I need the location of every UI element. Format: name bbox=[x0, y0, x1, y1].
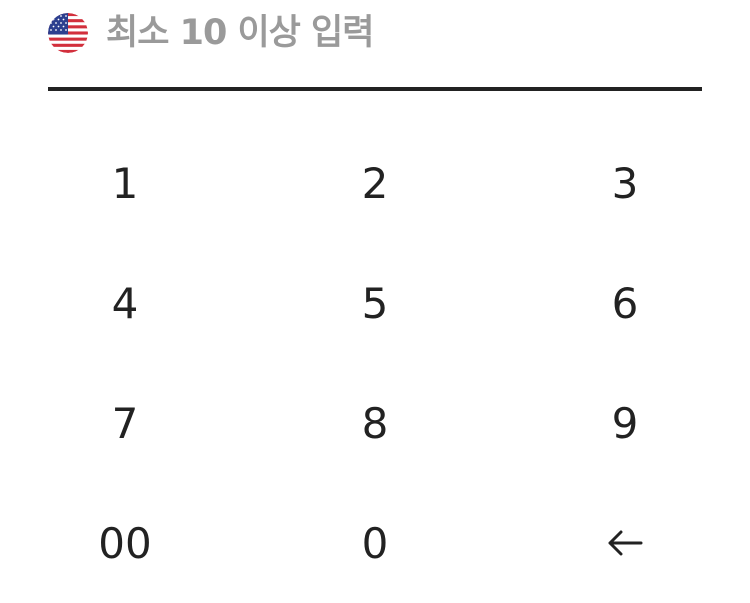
key-0[interactable]: 0 bbox=[361, 518, 389, 568]
key-00[interactable]: 00 bbox=[98, 518, 152, 568]
number-keypad: 1 2 3 4 5 6 7 8 9 00 0 bbox=[0, 123, 750, 603]
amount-field[interactable] bbox=[48, 8, 702, 58]
amount-input[interactable] bbox=[106, 8, 666, 58]
backspace-button[interactable] bbox=[500, 483, 750, 603]
input-underline bbox=[48, 87, 702, 91]
key-1[interactable]: 1 bbox=[111, 158, 139, 208]
key-5[interactable]: 5 bbox=[361, 278, 389, 328]
key-8[interactable]: 8 bbox=[361, 398, 389, 448]
key-2[interactable]: 2 bbox=[361, 158, 389, 208]
us-flag-icon bbox=[48, 13, 88, 53]
key-4[interactable]: 4 bbox=[111, 278, 139, 328]
arrow-left-icon bbox=[605, 528, 645, 558]
key-3[interactable]: 3 bbox=[611, 158, 639, 208]
key-7[interactable]: 7 bbox=[111, 398, 139, 448]
key-9[interactable]: 9 bbox=[611, 398, 639, 448]
key-6[interactable]: 6 bbox=[611, 278, 639, 328]
